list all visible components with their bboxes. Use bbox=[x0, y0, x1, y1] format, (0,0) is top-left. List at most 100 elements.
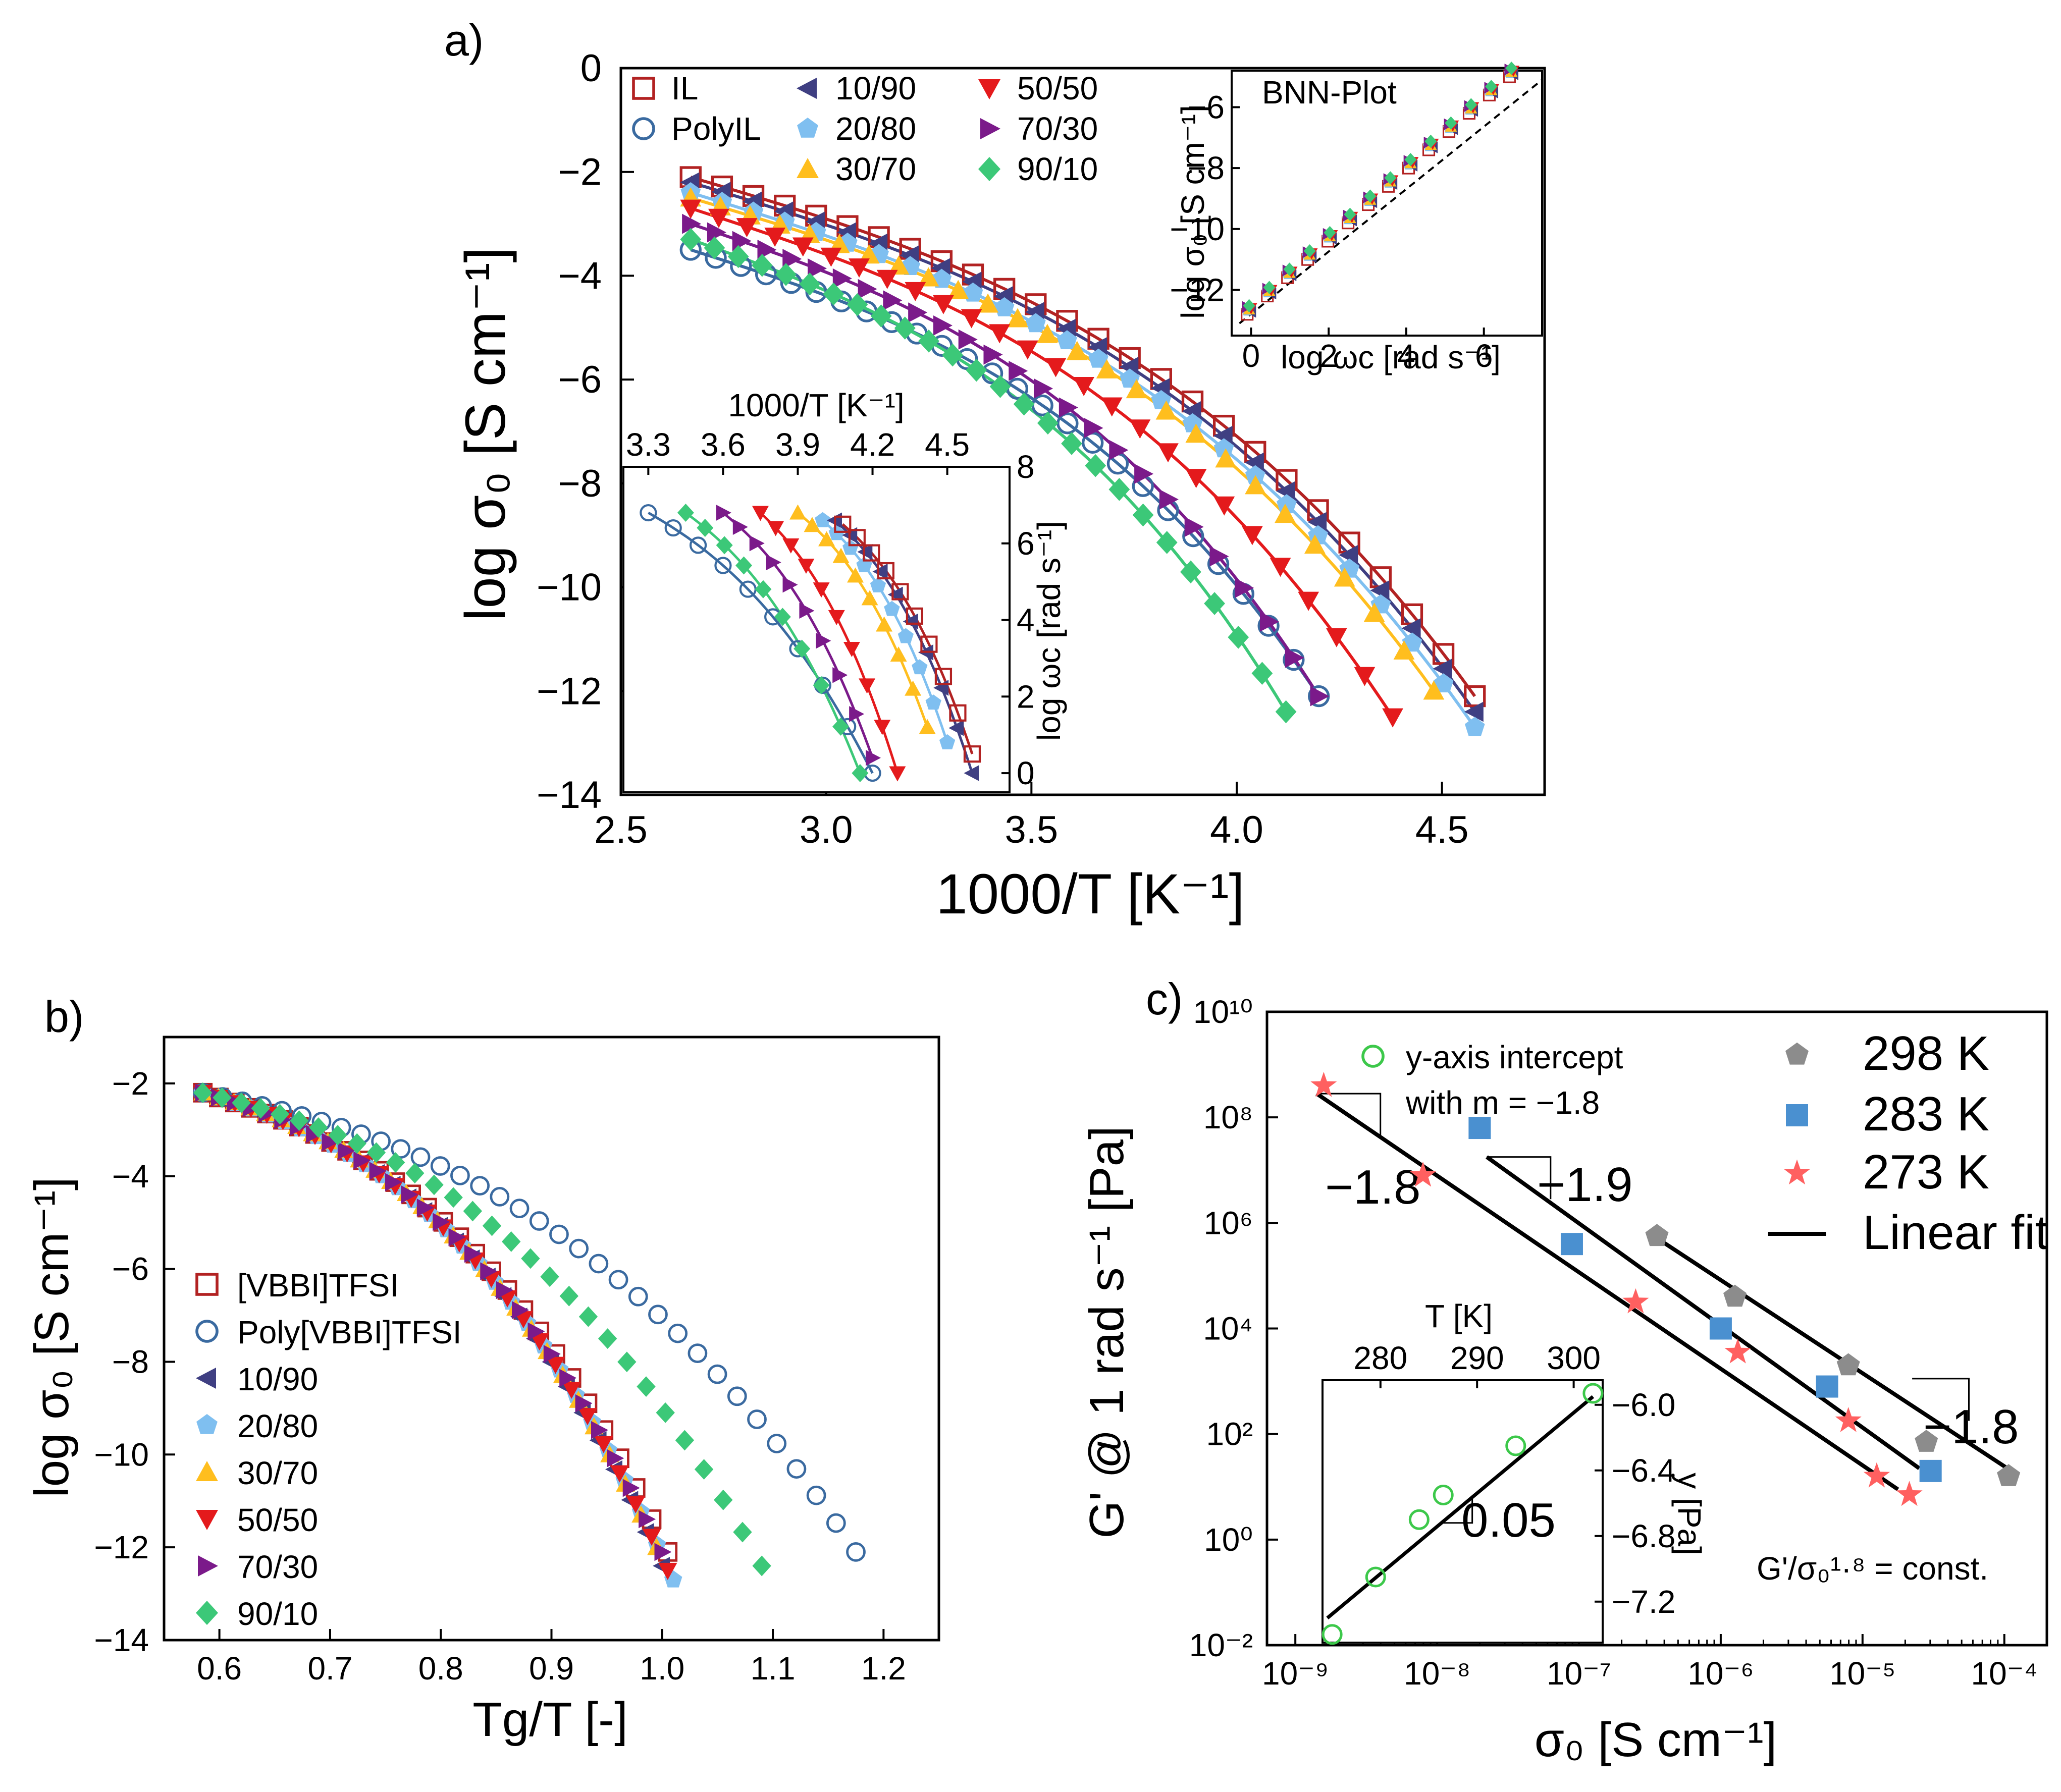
b-point-50/50 bbox=[658, 1562, 677, 1580]
b-legend-label: 90/10 bbox=[237, 1596, 318, 1632]
a-point-10/90 bbox=[1339, 545, 1358, 565]
b-point-Poly[VBBI]TFSI bbox=[430, 1156, 450, 1176]
omega-point-20/80 bbox=[815, 512, 831, 527]
omega-point-IL bbox=[877, 562, 894, 580]
a-point-30/70 bbox=[1393, 640, 1415, 660]
a-ytick-label: −6 bbox=[558, 358, 602, 401]
bnn-point-90/10 bbox=[1424, 134, 1437, 148]
omega-point-90/10 bbox=[774, 608, 791, 626]
a-point-30/70 bbox=[1423, 680, 1445, 700]
omega-point-IL bbox=[834, 515, 852, 533]
ci-xtick-label: 280 bbox=[1353, 1340, 1407, 1376]
b-point-90/10 bbox=[270, 1104, 290, 1125]
a-point-90/10 bbox=[918, 330, 939, 353]
c-xtick-label: 10⁻⁴ bbox=[1971, 1655, 2037, 1692]
panel-a-axes: 2.5 3.0 3.5 4.0 4.5 0 −2 −4 −6 −8 −10 −12 −14 bbox=[537, 47, 1468, 851]
c-slope-label-2: −1.9 bbox=[1537, 1158, 1633, 1212]
bnn-point-90/10 bbox=[1505, 61, 1518, 75]
a-legend-label: 90/10 bbox=[1017, 151, 1098, 187]
omega-point-IL bbox=[963, 745, 981, 763]
b-legend-marker-10/90 bbox=[196, 1368, 216, 1389]
a-legend-label: 10/90 bbox=[835, 70, 916, 106]
a-point-10/90 bbox=[1307, 512, 1327, 532]
panel-a-data-points bbox=[679, 166, 1486, 736]
c-point-273 K bbox=[1409, 1161, 1437, 1187]
b-ytick-label: −2 bbox=[112, 1065, 149, 1102]
a-point-10/90 bbox=[1244, 452, 1264, 473]
b-point-90/10 bbox=[482, 1215, 502, 1236]
panel-a-xlabel: 1000/T [K⁻¹] bbox=[936, 862, 1244, 926]
omega-point-90/10 bbox=[832, 717, 849, 736]
b-point-Poly[VBBI]TFSI bbox=[490, 1187, 510, 1207]
b-xtick-label: 0.9 bbox=[529, 1650, 574, 1687]
omega-ytick-label: 0 bbox=[1017, 755, 1035, 791]
a-point-50/50 bbox=[1101, 397, 1123, 417]
b-point-Poly[VBBI]TFSI bbox=[410, 1147, 431, 1167]
a-point-90/10 bbox=[1132, 503, 1154, 527]
a-xtick-label: 3.5 bbox=[1005, 808, 1059, 851]
b-point-90/10 bbox=[425, 1174, 444, 1196]
omega-point-IL bbox=[891, 583, 909, 601]
omega-point-90/10 bbox=[794, 639, 811, 658]
omega-ytick-label: 8 bbox=[1017, 449, 1035, 485]
b-point-90/10 bbox=[444, 1187, 463, 1208]
b-legend-marker-90/10 bbox=[196, 1601, 218, 1625]
c-ytick-label: 10¹⁰ bbox=[1193, 994, 1253, 1030]
b-legend-label: 20/80 bbox=[237, 1408, 318, 1444]
a-point-50/50 bbox=[1354, 667, 1376, 686]
c-inset-fit-line bbox=[1326, 1395, 1595, 1619]
b-xtick-label: 1.0 bbox=[640, 1650, 684, 1687]
panel-a-legend: IL PolyIL 10/90 20/80 30/70 50/50 70/30 90/10 bbox=[632, 70, 1098, 187]
c-point-273 K bbox=[1863, 1462, 1890, 1488]
omega-point-30/70 bbox=[861, 590, 878, 606]
omega-point-50/50 bbox=[843, 642, 860, 658]
omega-point-70/30 bbox=[716, 505, 731, 521]
c-legend-marker-273 K bbox=[1783, 1159, 1811, 1185]
a-point-90/10 bbox=[727, 245, 749, 268]
omega-point-30/70 bbox=[890, 646, 907, 662]
b-point-70/30 bbox=[512, 1301, 530, 1319]
omega-point-70/30 bbox=[749, 535, 765, 552]
omega-curve-90/10 bbox=[684, 512, 862, 774]
a-point-10/90 bbox=[1401, 618, 1421, 638]
a-point-50/50 bbox=[1157, 443, 1179, 463]
omega-point-70/30 bbox=[816, 632, 831, 649]
a-point-50/50 bbox=[680, 199, 702, 219]
omega-point-10/90 bbox=[964, 765, 979, 781]
a-point-50/50 bbox=[1270, 558, 1291, 577]
a-point-90/10 bbox=[989, 375, 1011, 398]
bnn-point-90/10 bbox=[1243, 299, 1255, 313]
b-point-Poly[VBBI]TFSI bbox=[767, 1434, 787, 1453]
c-legend-label: 298 K bbox=[1863, 1026, 1989, 1080]
panel-c-legend: y-axis intercept with m = −1.8 298 K 283 K2… bbox=[1361, 1026, 2048, 1260]
a-point-IL bbox=[1464, 685, 1486, 708]
b-ytick-label: −14 bbox=[94, 1622, 149, 1658]
c-point-298 K bbox=[1915, 1430, 1938, 1452]
a-point-30/70 bbox=[888, 255, 910, 275]
a-xtick-label: 4.5 bbox=[1415, 808, 1469, 851]
a-ytick-label: −2 bbox=[558, 151, 602, 194]
omega-point-PolyIL bbox=[689, 536, 707, 554]
b-point-70/30 bbox=[575, 1394, 593, 1413]
a-point-70/30 bbox=[1209, 546, 1229, 567]
panel-a-inset-omega: 1000/T [K⁻¹] 3.3 3.6 3.9 4.2 4.5 0 2 4 6 8 log ωc… bbox=[622, 387, 1067, 793]
bnn-point-90/10 bbox=[1263, 281, 1276, 294]
c-point-273 K bbox=[1622, 1288, 1649, 1314]
omega-inset-xlabel: 1000/T [K⁻¹] bbox=[728, 387, 904, 423]
omega-point-30/70 bbox=[905, 680, 922, 696]
c-point-273 K bbox=[1724, 1338, 1751, 1364]
omega-point-50/50 bbox=[767, 521, 784, 536]
a-point-50/50 bbox=[849, 258, 870, 278]
a-point-50/50 bbox=[961, 309, 982, 329]
b-point-Poly[VBBI]TFSI bbox=[826, 1513, 846, 1533]
a-point-90/10 bbox=[680, 228, 702, 251]
panel-c-ylabel: G' @ 1 rad s⁻¹ [Pa] bbox=[1080, 1126, 1134, 1538]
omega-point-20/80 bbox=[842, 539, 859, 555]
bnn-inset-ylabel: log σ₀ [S cm⁻¹] bbox=[1175, 105, 1211, 318]
b-point-90/10 bbox=[289, 1110, 309, 1131]
a-point-70/30 bbox=[883, 290, 903, 311]
a-point-90/10 bbox=[1037, 411, 1059, 435]
a-ytick-label: −10 bbox=[537, 566, 602, 609]
a-legend-label: 70/30 bbox=[1017, 111, 1098, 147]
